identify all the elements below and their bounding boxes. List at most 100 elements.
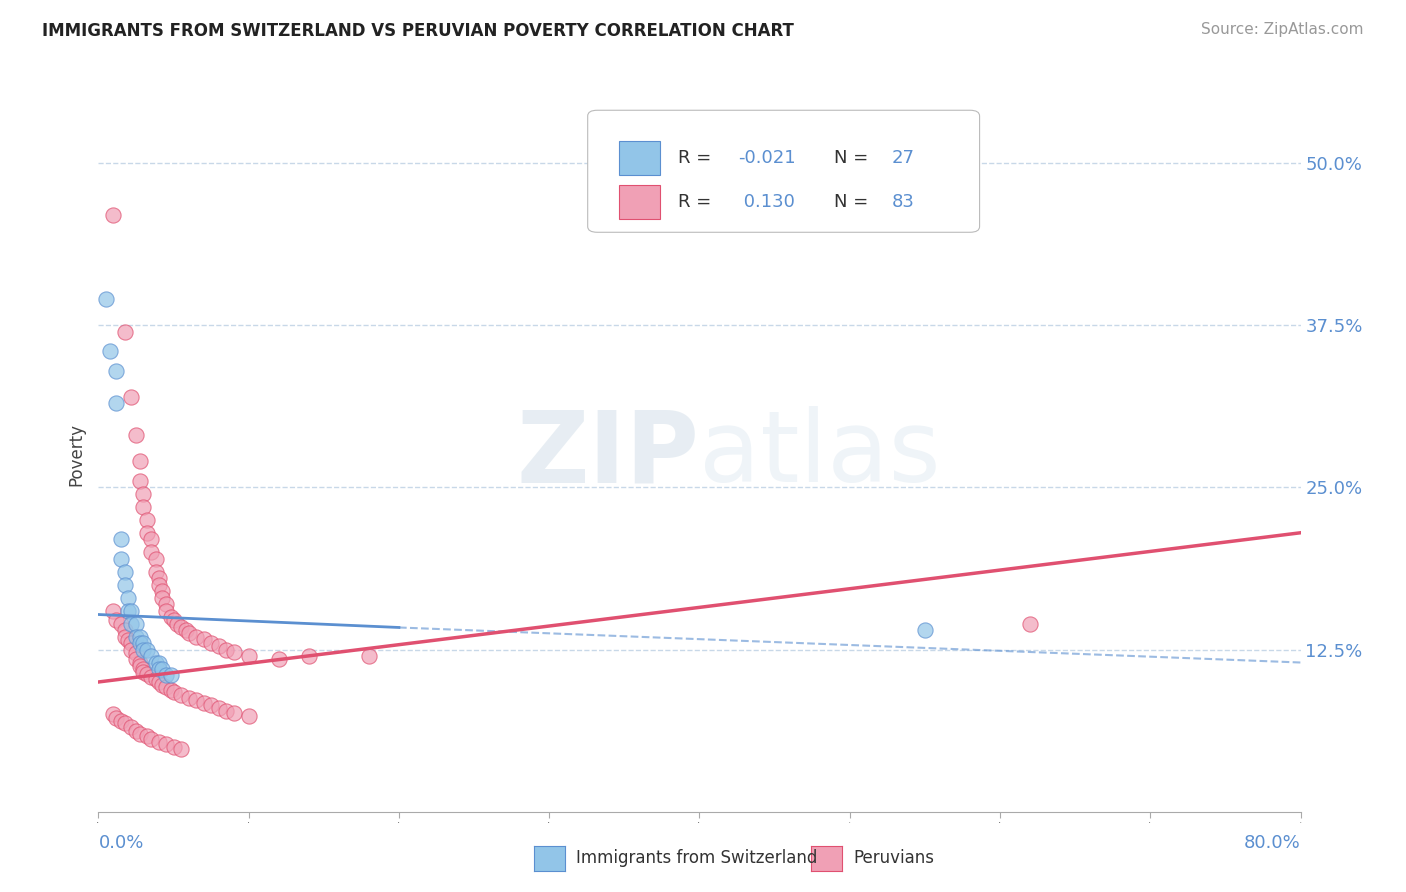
Point	[1019, 616, 1042, 631]
Point	[193, 696, 215, 710]
Point	[155, 737, 177, 751]
Point	[145, 673, 167, 687]
FancyBboxPatch shape	[588, 111, 980, 232]
Point	[121, 616, 143, 631]
Point	[114, 623, 136, 637]
Point	[117, 604, 139, 618]
Point	[135, 642, 157, 657]
Point	[155, 597, 177, 611]
Point	[114, 630, 136, 644]
Point	[110, 714, 132, 728]
Point	[100, 344, 122, 359]
Point	[129, 630, 152, 644]
Text: R =: R =	[678, 149, 717, 167]
Point	[215, 642, 238, 657]
Point	[170, 742, 193, 756]
Text: R =: R =	[678, 194, 717, 211]
Point	[103, 707, 125, 722]
Point	[139, 732, 162, 747]
Point	[125, 647, 148, 661]
Point	[200, 698, 222, 713]
Point	[159, 682, 181, 697]
Point	[105, 711, 128, 725]
Point	[110, 533, 132, 547]
Point	[129, 659, 152, 673]
Text: 80.0%: 80.0%	[1244, 834, 1301, 852]
Point	[139, 648, 162, 663]
Point	[298, 648, 321, 663]
Text: Source: ZipAtlas.com: Source: ZipAtlas.com	[1201, 22, 1364, 37]
Point	[132, 636, 155, 650]
Point	[148, 571, 170, 585]
Point	[110, 551, 132, 566]
Point	[125, 428, 148, 442]
Point	[150, 662, 173, 676]
Point	[208, 639, 231, 653]
Point	[105, 363, 128, 377]
Point	[208, 701, 231, 715]
Point	[117, 633, 139, 648]
Point	[117, 591, 139, 605]
Point	[132, 642, 155, 657]
Point	[129, 474, 152, 488]
Point	[125, 651, 148, 665]
Point	[170, 620, 193, 634]
Point	[129, 727, 152, 741]
Text: N =: N =	[834, 149, 875, 167]
Text: -0.021: -0.021	[738, 149, 796, 167]
Point	[238, 648, 260, 663]
Point	[110, 616, 132, 631]
Point	[914, 623, 936, 637]
Point	[166, 616, 188, 631]
Point	[170, 688, 193, 702]
Point	[132, 487, 155, 501]
Point	[267, 651, 290, 665]
Text: 83: 83	[891, 194, 915, 211]
Point	[121, 642, 143, 657]
Point	[177, 690, 200, 705]
Text: Immigrants from Switzerland: Immigrants from Switzerland	[576, 849, 818, 867]
Point	[148, 662, 170, 676]
Point	[148, 675, 170, 690]
Point	[193, 632, 215, 647]
Point	[132, 500, 155, 514]
Point	[94, 292, 117, 306]
Point	[129, 454, 152, 468]
Point	[129, 636, 152, 650]
Point	[184, 630, 207, 644]
Point	[105, 613, 128, 627]
Bar	[619, 186, 659, 219]
Point	[103, 604, 125, 618]
Point	[145, 565, 167, 579]
Text: N =: N =	[834, 194, 875, 211]
Point	[114, 716, 136, 731]
Point	[103, 208, 125, 222]
Point	[121, 720, 143, 734]
Point	[135, 513, 157, 527]
Point	[177, 625, 200, 640]
Point	[162, 739, 184, 754]
Point	[132, 665, 155, 679]
Text: ZIP: ZIP	[516, 407, 700, 503]
Point	[155, 680, 177, 694]
Point	[162, 613, 184, 627]
Point	[155, 668, 177, 682]
Point	[222, 645, 245, 659]
Text: Peruvians: Peruvians	[853, 849, 935, 867]
Text: 0.0%: 0.0%	[98, 834, 143, 852]
Point	[174, 623, 197, 637]
Point	[162, 685, 184, 699]
Point	[125, 630, 148, 644]
Point	[121, 390, 143, 404]
Text: atlas: atlas	[700, 407, 941, 503]
Point	[148, 577, 170, 591]
Point	[129, 656, 152, 670]
Point	[148, 734, 170, 748]
Point	[184, 693, 207, 707]
Point	[150, 584, 173, 599]
Point	[114, 565, 136, 579]
Point	[105, 396, 128, 410]
Point	[139, 545, 162, 559]
Point	[135, 525, 157, 540]
Point	[145, 656, 167, 670]
